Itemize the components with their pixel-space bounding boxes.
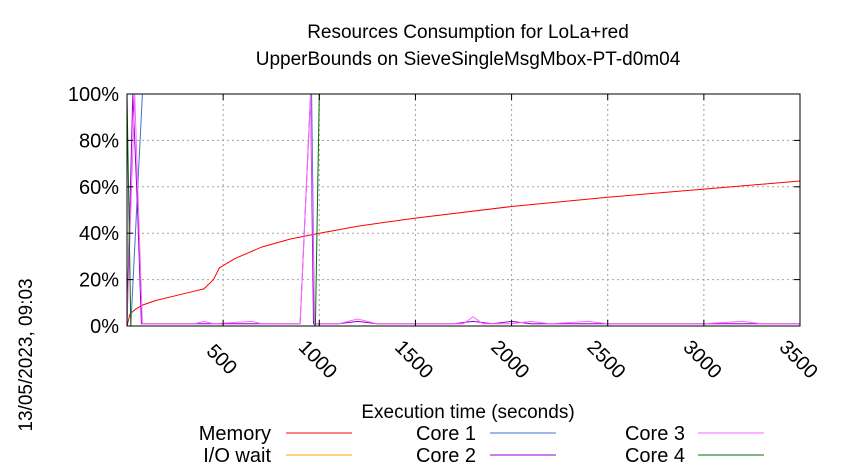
- x-tick-label: 2000: [486, 336, 533, 383]
- timestamp: 13/05/2023, 09:03: [16, 278, 37, 431]
- grid-lines: [127, 94, 800, 326]
- y-tick-label: 80%: [79, 130, 119, 152]
- x-tick-label: 500: [202, 340, 241, 379]
- legend-label-core-2: Core 2: [416, 445, 476, 467]
- series-line-core-1: [127, 93, 800, 327]
- y-tick-label: 0%: [90, 316, 119, 338]
- x-axis-label: Execution time (seconds): [361, 402, 574, 423]
- chart-title-line-1: Resources Consumption for LoLa+red: [307, 22, 629, 43]
- series-line-core-2: [126, 93, 800, 325]
- series-line-core-4: [126, 93, 800, 327]
- y-tick-label: 40%: [79, 223, 119, 245]
- x-tick-label: 2500: [582, 336, 629, 383]
- series-line-core-3: [126, 93, 800, 325]
- y-tick-label: 60%: [79, 177, 119, 199]
- legend-label-memory: Memory: [199, 423, 271, 445]
- series-line-memory: [126, 180, 801, 327]
- x-tick-label: 3500: [775, 336, 822, 383]
- x-tick-label: 3000: [679, 336, 726, 383]
- chart-title-line-2: UpperBounds on SieveSingleMsgMbox-PT-d0m…: [256, 49, 681, 70]
- y-tick-label: 100%: [68, 84, 119, 106]
- plot-frame: [126, 93, 801, 327]
- x-tick-label: 1500: [390, 336, 437, 383]
- y-tick-label: 20%: [79, 270, 119, 292]
- legend-label-i-o-wait: I/O wait: [203, 445, 271, 467]
- legend-label-core-1: Core 1: [416, 423, 476, 445]
- legend-label-core-3: Core 3: [625, 423, 685, 445]
- legend-label-core-4: Core 4: [625, 445, 685, 467]
- x-tick-label: 1000: [294, 336, 341, 383]
- series-lines: [126, 93, 801, 327]
